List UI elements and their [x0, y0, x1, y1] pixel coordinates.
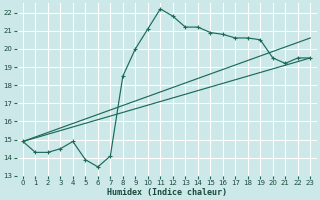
X-axis label: Humidex (Indice chaleur): Humidex (Indice chaleur): [107, 188, 227, 197]
